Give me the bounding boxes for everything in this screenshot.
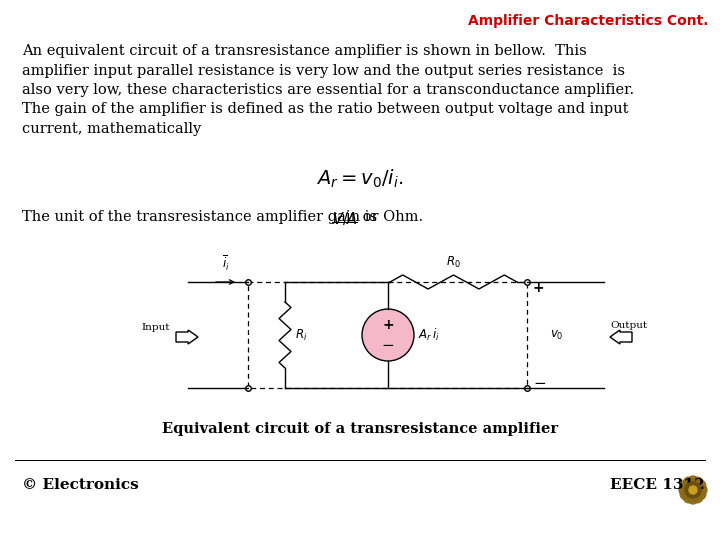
Circle shape: [697, 485, 707, 495]
Circle shape: [688, 494, 698, 504]
Circle shape: [680, 481, 690, 490]
Text: $R_i$: $R_i$: [295, 327, 307, 342]
Text: An equivalent circuit of a transresistance amplifier is shown in bellow.  This
a: An equivalent circuit of a transresistan…: [22, 44, 634, 136]
Circle shape: [685, 482, 701, 498]
Text: Amplifier Characteristics Cont.: Amplifier Characteristics Cont.: [467, 14, 708, 28]
Text: or Ohm.: or Ohm.: [358, 210, 423, 224]
Text: $\overline{i}_i$: $\overline{i}_i$: [222, 254, 230, 273]
Text: The unit of the transresistance amplifier gain is: The unit of the transresistance amplifie…: [22, 210, 387, 224]
Text: $V/A$: $V/A$: [332, 210, 358, 227]
Text: −: −: [382, 339, 395, 354]
Circle shape: [680, 489, 690, 500]
Circle shape: [688, 476, 698, 486]
Circle shape: [683, 493, 693, 503]
Text: $v_0$: $v_0$: [550, 328, 564, 342]
Text: EECE 1312: EECE 1312: [610, 478, 705, 492]
Circle shape: [693, 477, 703, 487]
Circle shape: [689, 486, 697, 494]
Text: $A_r = v_0/i_i.$: $A_r = v_0/i_i.$: [316, 168, 404, 190]
Text: Output: Output: [610, 321, 647, 329]
Circle shape: [696, 489, 706, 500]
Text: Equivalent circuit of a transresistance amplifier: Equivalent circuit of a transresistance …: [162, 422, 558, 436]
Text: +: +: [533, 281, 544, 295]
Text: $A_r\,i_i$: $A_r\,i_i$: [418, 327, 440, 343]
Circle shape: [362, 309, 414, 361]
Text: © Electronics: © Electronics: [22, 478, 139, 492]
Bar: [248, 282, 527, 388]
Circle shape: [693, 493, 703, 503]
Circle shape: [679, 485, 689, 495]
Text: Input: Input: [142, 322, 170, 332]
Text: +: +: [382, 318, 394, 332]
Text: −: −: [533, 376, 546, 392]
Circle shape: [696, 481, 706, 490]
Text: $R_0$: $R_0$: [446, 255, 461, 270]
Circle shape: [683, 477, 693, 487]
